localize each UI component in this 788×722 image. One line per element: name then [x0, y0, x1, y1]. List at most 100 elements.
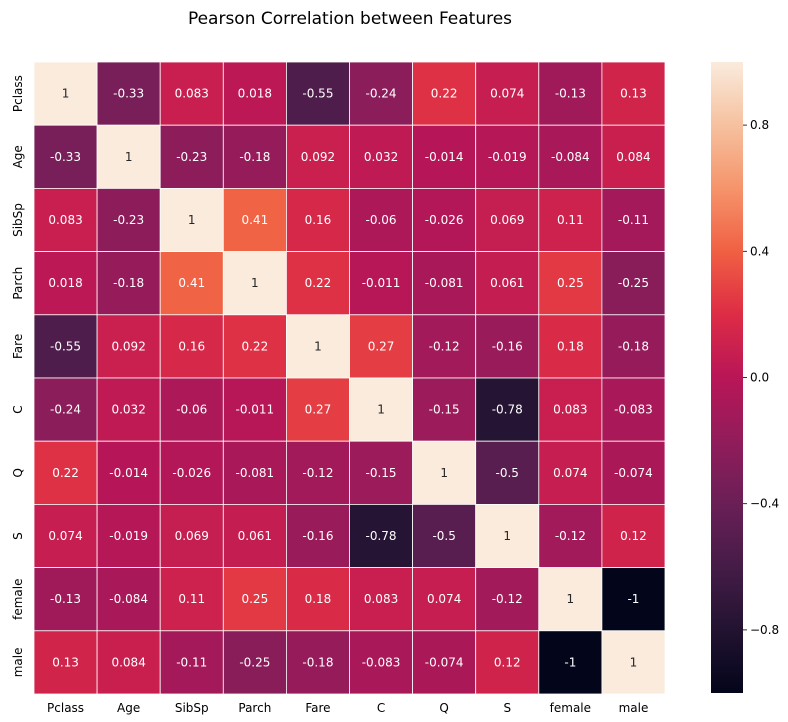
heatmap-cell: [538, 377, 603, 442]
heatmap-cell-label: 0.27: [368, 339, 395, 353]
heatmap-cell: [412, 567, 477, 632]
heatmap-cell-label: 1: [62, 87, 70, 101]
heatmap-cell-label: 0.13: [620, 87, 647, 101]
heatmap-cell: [285, 187, 350, 252]
x-tick-label: Pclass: [47, 701, 84, 715]
colorbar-tick-label: 0.0: [750, 371, 769, 385]
y-tick-label: Pclass: [11, 75, 25, 112]
heatmap-cell: [285, 314, 350, 379]
heatmap-cell-label: 0.069: [175, 529, 209, 543]
heatmap-cell: [412, 124, 477, 189]
heatmap-cell: [349, 440, 413, 505]
heatmap-cell-label: 0.092: [111, 339, 145, 353]
heatmap-cell-label: 1: [440, 466, 448, 480]
heatmap-cell-label: -0.5: [432, 529, 455, 543]
heatmap-cell-label: 0.18: [305, 592, 332, 606]
heatmap-cell-label: -0.25: [239, 655, 270, 669]
heatmap-cell-label: -0.011: [236, 403, 275, 417]
x-tick-label: C: [377, 701, 385, 715]
heatmap-cell: [159, 503, 224, 568]
heatmap-cell-label: -0.16: [492, 339, 523, 353]
heatmap-cell-label: -0.083: [362, 655, 401, 669]
x-tick-label: female: [550, 701, 591, 715]
y-tick-label: Parch: [11, 267, 25, 300]
heatmap-cell-label: 0.41: [178, 276, 205, 290]
heatmap-cell-label: -0.06: [366, 213, 397, 227]
heatmap-cell-label: -0.55: [50, 339, 81, 353]
heatmap-cell: [601, 314, 666, 379]
heatmap-cell: [538, 630, 603, 695]
heatmap-cell: [222, 567, 287, 632]
heatmap-cell: [285, 251, 350, 316]
heatmap-cell-label: -0.074: [614, 466, 653, 480]
heatmap-cell-label: -0.25: [618, 276, 649, 290]
heatmap-cell-label: 1: [503, 529, 511, 543]
heatmap-cell-label: 1: [377, 403, 385, 417]
x-tick-label: male: [619, 701, 649, 715]
heatmap-cell: [538, 187, 603, 252]
heatmap-cell-label: 0.25: [557, 276, 584, 290]
heatmap-cell: [159, 124, 224, 189]
heatmap-cell-label: 0.074: [553, 466, 587, 480]
heatmap-cell-label: 0.22: [305, 276, 332, 290]
heatmap-cell-label: 0.11: [178, 592, 205, 606]
heatmap-cell-label: -0.24: [366, 87, 397, 101]
heatmap-cell-label: 0.25: [241, 592, 268, 606]
heatmap-cell-label: 0.16: [305, 213, 332, 227]
heatmap-cell: [159, 61, 224, 126]
heatmap-cell-label: 0.41: [241, 213, 268, 227]
heatmap-cell: [412, 440, 477, 505]
heatmap-cell-label: 0.092: [301, 150, 335, 164]
chart-title: Pearson Correlation between Features: [188, 9, 512, 29]
heatmap-cell: [96, 567, 161, 632]
heatmap-cell-label: 0.16: [178, 339, 205, 353]
colorbar-gradient: [711, 62, 743, 693]
heatmap-cell-label: 1: [314, 339, 322, 353]
heatmap-cell-label: -0.11: [618, 213, 649, 227]
heatmap-cell: [96, 187, 161, 252]
heatmap-cell-label: -0.78: [366, 529, 397, 543]
heatmap-cell: [349, 124, 413, 189]
heatmap-cell: [33, 251, 98, 316]
heatmap-cell: [475, 630, 540, 695]
heatmap-cell: [601, 124, 666, 189]
heatmap-cell: [222, 61, 287, 126]
heatmap-cell: [96, 503, 161, 568]
heatmap-cell-label: -0.18: [113, 276, 144, 290]
heatmap-cell-label: -0.18: [302, 655, 333, 669]
heatmap-cell-label: 0.018: [238, 87, 272, 101]
heatmap-cell-label: -0.15: [429, 403, 460, 417]
heatmap-cell-label: -0.12: [492, 592, 523, 606]
heatmap-cell: [285, 630, 350, 695]
heatmap-cell: [222, 124, 287, 189]
heatmap-cell: [33, 567, 98, 632]
heatmap-cell-label: -0.33: [113, 87, 144, 101]
heatmap-cell-label: -0.014: [109, 466, 148, 480]
heatmap-cell: [159, 187, 224, 252]
heatmap-cell: [33, 187, 98, 252]
heatmap-cell: [159, 377, 224, 442]
y-tick-label: S: [11, 532, 25, 540]
heatmap-cell-label: -0.78: [492, 403, 523, 417]
heatmap-cell: [349, 251, 413, 316]
heatmap-cell: [538, 124, 603, 189]
heatmap-cell: [33, 630, 98, 695]
heatmap-cell: [33, 61, 98, 126]
heatmap-cell-label: -0.18: [618, 339, 649, 353]
heatmap-cell-label: 0.12: [494, 655, 521, 669]
heatmap-cell: [33, 377, 98, 442]
heatmap-cell: [412, 503, 477, 568]
heatmap-cell: [412, 630, 477, 695]
y-tick-label: Q: [11, 468, 25, 477]
heatmap-cell-label: 0.074: [48, 529, 82, 543]
heatmap-cell: [96, 124, 161, 189]
heatmap-cell-label: -0.18: [239, 150, 270, 164]
heatmap-cell: [412, 251, 477, 316]
heatmap-cell-label: 0.12: [620, 529, 647, 543]
heatmap-cell: [96, 630, 161, 695]
x-tick-label: Q: [439, 701, 448, 715]
heatmap-cell: [538, 314, 603, 379]
